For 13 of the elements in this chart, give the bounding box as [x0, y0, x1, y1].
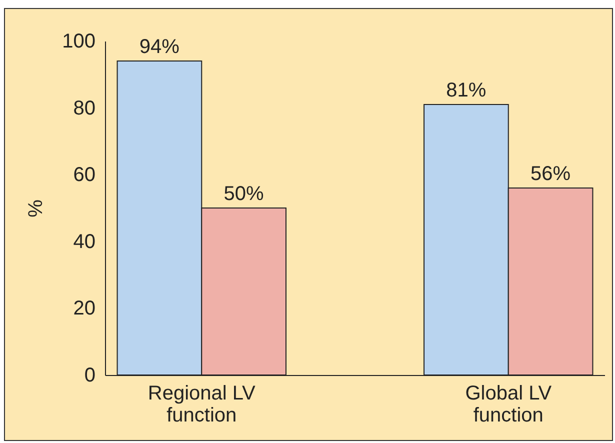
y-tick-label: 20: [73, 298, 96, 320]
x-tick-label: Regional LV function: [148, 382, 256, 426]
y-axis-title: %: [25, 199, 48, 218]
y-tick-label: 80: [73, 97, 96, 120]
y-tick-label: 60: [73, 164, 96, 186]
data-label: 94%: [139, 36, 180, 58]
x-tick-label: Global LV function: [465, 382, 552, 426]
y-tick-label: 40: [73, 230, 96, 253]
data-label: 81%: [446, 79, 486, 102]
y-tick-label: 100: [62, 30, 96, 52]
data-label: 56%: [530, 162, 571, 185]
y-tick-label: 0: [84, 364, 96, 386]
data-label: 50%: [224, 183, 264, 205]
